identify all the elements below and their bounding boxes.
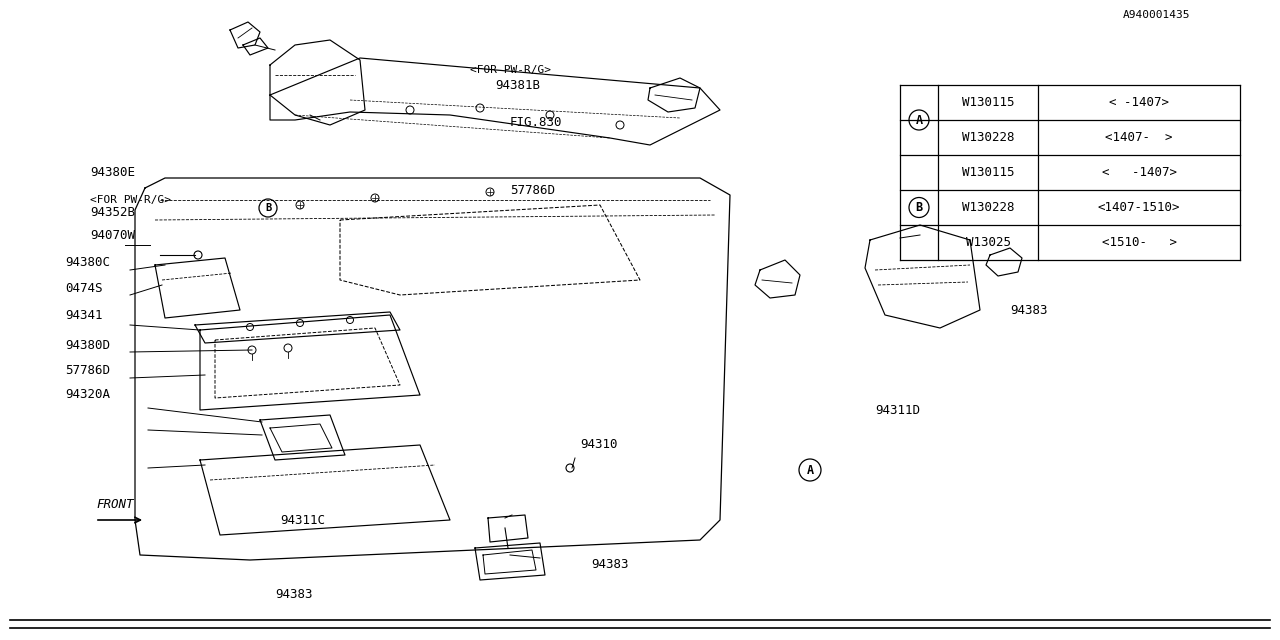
Text: B: B [915,201,923,214]
Text: W130115: W130115 [961,96,1014,109]
Text: 94311C: 94311C [280,513,325,527]
Text: A940001435: A940001435 [1123,10,1190,20]
Text: FIG.830: FIG.830 [509,115,562,129]
Text: 94383: 94383 [591,559,628,572]
Text: 94310: 94310 [580,438,617,451]
Text: <1407-1510>: <1407-1510> [1098,201,1180,214]
Text: W130228: W130228 [961,201,1014,214]
Text: 94352B: 94352B [90,205,134,218]
Text: 94070W: 94070W [90,228,134,241]
Text: 94381B: 94381B [495,79,540,92]
Text: <FOR PW-R/G>: <FOR PW-R/G> [470,65,550,75]
Text: 57786D: 57786D [65,364,110,376]
Text: 94383: 94383 [1010,303,1047,317]
Text: B: B [265,203,271,213]
Text: 94311D: 94311D [876,403,920,417]
Text: <1510-   >: <1510- > [1102,236,1176,249]
Text: <FOR PW-R/G>: <FOR PW-R/G> [90,195,172,205]
Text: 0474S: 0474S [65,282,102,294]
Text: 57786D: 57786D [509,184,556,196]
Text: 94380C: 94380C [65,255,110,269]
Text: <   -1407>: < -1407> [1102,166,1176,179]
Text: A: A [915,113,923,127]
Text: 94380E: 94380E [90,166,134,179]
Text: 94341: 94341 [65,308,102,321]
Text: W130228: W130228 [961,131,1014,144]
Text: 94320A: 94320A [65,388,110,401]
Text: FRONT: FRONT [96,499,133,511]
Text: 94383: 94383 [275,589,312,602]
Text: W13025: W13025 [965,236,1010,249]
Text: A: A [806,463,814,477]
Text: <1407-  >: <1407- > [1105,131,1172,144]
Text: 94380D: 94380D [65,339,110,351]
Text: W130115: W130115 [961,166,1014,179]
Text: < -1407>: < -1407> [1108,96,1169,109]
